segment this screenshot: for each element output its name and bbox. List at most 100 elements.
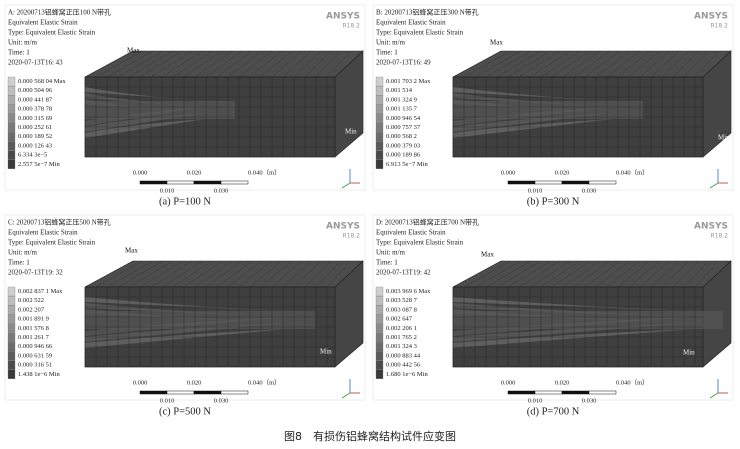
- legend-label: 0.001 765 2: [386, 334, 417, 341]
- header-line: B: 20200713铝蜂窝正压300 N带孔: [376, 8, 479, 17]
- scale-label: 0.020: [187, 169, 202, 176]
- legend-label: 0.002 647: [386, 316, 413, 323]
- mesh-line: [617, 50, 650, 78]
- mesh-line: [326, 50, 351, 78]
- panel: Max Min B: 20200713铝蜂窝正压300 N带孔 Equivalent …: [372, 4, 734, 194]
- scale-label: 0.010: [160, 187, 175, 194]
- legend-swatch: [375, 141, 384, 151]
- legend-swatch: [7, 369, 16, 379]
- min-marker: Min: [683, 349, 695, 357]
- header-line: Type: Equivalent Elastic Strain: [8, 29, 96, 37]
- scale-label: 0.000: [501, 379, 516, 386]
- mesh-line: [606, 260, 640, 288]
- legend-label: 2.557 5e−7 Min: [18, 161, 61, 168]
- logo: ANSYS: [326, 222, 360, 232]
- legend-swatch: [375, 76, 384, 87]
- legend-swatch: [375, 360, 384, 370]
- header-line: Equivalent Elastic Strain: [376, 19, 446, 27]
- mesh-line: [304, 50, 332, 78]
- logo: ANSYS: [694, 222, 728, 232]
- mesh-line: [282, 50, 312, 78]
- legend-label: 0.000 757 37: [386, 124, 421, 131]
- header-line: Type: Equivalent Elastic Strain: [8, 239, 96, 247]
- mesh-line: [496, 50, 541, 78]
- legend-swatch: [7, 342, 16, 352]
- mesh-line: [463, 50, 511, 78]
- legend-label: 0.003 087 8: [386, 306, 417, 313]
- mesh-line: [573, 50, 610, 78]
- legend-swatch: [7, 360, 16, 370]
- legend-label: 0.001 261 7: [18, 334, 50, 341]
- header-line: 2020-07-13T16: 43: [8, 59, 63, 67]
- legend-label: 0.000 378 78: [18, 106, 52, 113]
- strain-band: [85, 329, 285, 348]
- legend-swatch: [7, 159, 16, 169]
- scale-label: 0.000: [133, 379, 148, 386]
- legend-swatch: [375, 150, 384, 160]
- mesh-line: [474, 260, 521, 288]
- mesh-line: [562, 260, 601, 288]
- legend-swatch: [375, 305, 384, 315]
- mesh-line: [117, 50, 163, 78]
- mesh-line: [271, 50, 302, 78]
- mesh-line: [628, 50, 660, 78]
- mesh-line: [216, 260, 252, 288]
- legend-swatch: [7, 104, 16, 114]
- panel: Max Min C: 20200713铝蜂窝正压500 N带孔 Equivalent …: [4, 214, 366, 404]
- legend-label: 0.000 568 04 Max: [18, 78, 66, 85]
- header-line: Equivalent Elastic Strain: [8, 19, 78, 27]
- header-line: Unit: m/m: [376, 249, 406, 257]
- max-marker: Max: [481, 251, 494, 259]
- mesh-line: [496, 260, 541, 288]
- figure-caption: 图8 有损伤铝蜂窝结构试件应变图: [284, 429, 456, 443]
- mesh-line: [650, 50, 680, 78]
- panel-caption: (a) P=100 N: [159, 196, 211, 207]
- legend-swatch: [7, 132, 16, 142]
- mesh-line: [683, 50, 710, 78]
- scale-label: 0.040（m）: [616, 168, 649, 176]
- mesh-line: [238, 50, 272, 78]
- legend-label: 0.000 441 87: [18, 96, 53, 103]
- mesh-line: [573, 260, 610, 288]
- legend-label: 0.000 631 59: [18, 352, 52, 359]
- legend-label: 0.000 442 56: [386, 362, 421, 369]
- axis-triad: [709, 392, 719, 399]
- legend-swatch: [7, 314, 16, 324]
- scale-label: 0.030: [582, 397, 597, 404]
- logo-version: R18.2: [710, 23, 728, 30]
- mesh-line: [672, 260, 700, 288]
- mesh-line: [485, 260, 531, 288]
- scale-label: 0.040（m）: [248, 378, 281, 386]
- legend-label: 0.003 969 6 Max: [386, 288, 431, 295]
- mesh-line: [661, 50, 690, 78]
- mesh-line: [95, 260, 143, 288]
- mesh-line: [194, 50, 233, 78]
- scale-segment: [534, 180, 563, 185]
- header-line: A: 20200713铝蜂窝正压100 N带孔: [8, 8, 111, 17]
- scale-label: 0.010: [528, 397, 543, 404]
- header-line: Unit: m/m: [8, 39, 38, 47]
- mesh-line: [249, 50, 282, 78]
- mesh-line: [315, 260, 342, 288]
- axis-triad: [341, 392, 351, 399]
- scale-segment: [166, 390, 195, 395]
- max-marker: Max: [490, 39, 503, 47]
- mesh-line: [161, 260, 203, 288]
- min-marker: Min: [718, 134, 730, 142]
- mesh-line: [183, 260, 223, 288]
- scale-segment: [166, 180, 195, 185]
- mesh-line: [507, 50, 551, 78]
- mesh-line: [205, 50, 242, 78]
- mesh-line: [304, 260, 332, 288]
- legend-label: 0.002 207: [18, 306, 45, 313]
- mesh-line: [507, 260, 551, 288]
- mesh-line: [650, 260, 680, 288]
- mesh-line: [172, 260, 213, 288]
- scale-label: 0.010: [160, 397, 175, 404]
- legend-swatch: [375, 369, 384, 379]
- legend-swatch: [7, 296, 16, 306]
- mesh-line: [617, 260, 650, 288]
- mesh-line: [150, 50, 193, 78]
- legend-swatch: [7, 332, 16, 343]
- legend-label: 0.001 514: [386, 87, 413, 94]
